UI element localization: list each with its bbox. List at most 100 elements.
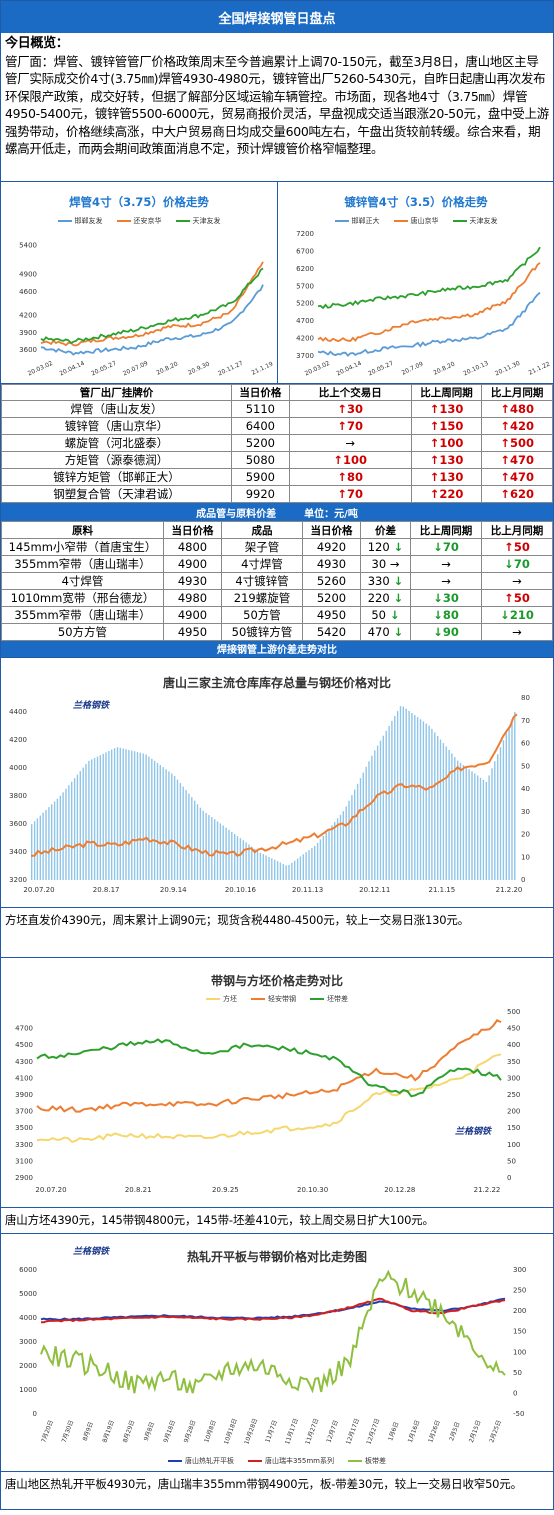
inventory-bar: [431, 728, 433, 880]
price-cell: 4800: [163, 537, 222, 556]
down-arrow-icon: ↓: [433, 607, 443, 622]
spread-value: 50: [371, 607, 386, 622]
inventory-chart: 唐山三家主流仓库库存总量与钢坯价格对比 兰格钢铁 3200 3400 3600 380…: [1, 656, 553, 907]
inventory-bar: [294, 860, 296, 880]
hotroll-line: [40, 1297, 506, 1321]
billet-price-line: [31, 713, 518, 857]
change-value: 50: [513, 590, 530, 605]
tick-label: 1000: [19, 1386, 37, 1394]
inventory-bar: [385, 730, 387, 880]
spread-cell: 220 ↓: [359, 588, 412, 607]
change-value: 70: [442, 539, 459, 554]
raw-material-cell: 4寸焊管: [1, 571, 164, 590]
inventory-bar: [319, 839, 322, 880]
tick-label: 8月9日: [82, 1421, 95, 1442]
change-cell: ↓210: [481, 605, 553, 624]
down-arrow-icon: ↓: [500, 607, 510, 622]
inventory-bar: [459, 762, 462, 880]
hotroll-strip-legend: 唐山热轧开平板 唐山瑞丰355mm系列 板带差: [1, 1456, 553, 1466]
galvanized-pipe-chart-plot: 3700 4200 4700 5200 5700 6200 6700 7200 20.03.02…: [296, 230, 551, 378]
price-cell: 4900: [163, 554, 222, 573]
product-name-cell: 焊管（唐山友发）: [1, 400, 232, 419]
change-value: 70: [347, 487, 364, 502]
tick-label: 3500: [15, 1124, 33, 1132]
price-trend-charts: 焊管4寸（3.75）价格走势 邯郸友发 还安京华 天津友发 3600 3900 42…: [1, 181, 553, 384]
intro-section: 今日概览： 管厂面：焊管、镀锌管管厂价格政策周末至今普遍累计上调70-150元，…: [1, 33, 553, 181]
inventory-bar: [122, 748, 124, 880]
inventory-bar: [351, 794, 353, 880]
hotroll-strip-chart-title: 热轧开平板与带钢价格对比走势图: [186, 1249, 367, 1264]
intro-body: 管厂面：焊管、镀锌管管厂价格政策周末至今普遍累计上调70-150元，截至3月8日…: [5, 53, 549, 157]
price-cell: 4930: [163, 571, 222, 590]
inventory-bar: [382, 735, 384, 880]
tick-label: 3700: [296, 352, 314, 360]
legend-item: 唐山京华: [393, 216, 439, 226]
inventory-bar: [142, 753, 144, 880]
legend-item: 天津友发: [452, 216, 498, 226]
inventory-bar: [502, 739, 505, 880]
inventory-bar: [62, 792, 64, 880]
galvanized-pipe-chart-legend: 邯郸正大 唐山京华 天津友发: [278, 216, 554, 226]
strip-line: [41, 1297, 506, 1323]
tick-label: 2月5日: [448, 1421, 461, 1442]
tick-label: 3600: [19, 346, 37, 354]
inventory-bar: [428, 725, 430, 880]
tick-label: 21.1.15: [428, 886, 455, 894]
weld-pipe-chart-plot: 3600 3900 4200 4600 4900 5400 20.03.02 20.04.14…: [19, 242, 274, 378]
inventory-bar: [205, 812, 207, 880]
tick-label: 150: [513, 1327, 526, 1335]
strip-billet-legend: 方坯 轻安带钢 坯带差: [1, 994, 553, 1004]
up-arrow-icon: ↑: [500, 470, 510, 485]
col-header: 比上个交易日: [288, 383, 412, 402]
tick-label: 3800: [9, 792, 27, 800]
tick-label: 0: [507, 1174, 511, 1182]
tick-label: 4200: [296, 335, 314, 343]
tick-label: 10: [521, 853, 530, 861]
down-arrow-icon: ↓: [389, 539, 404, 554]
inventory-bar: [234, 833, 236, 880]
tick-label: 20.10.13: [462, 360, 489, 378]
inventory-bar: [399, 705, 402, 880]
change-cell: ↓70: [410, 537, 482, 556]
raw-material-cell: 355mm窄带（唐山瑞丰）: [1, 605, 164, 624]
tick-label: 20: [521, 830, 530, 838]
inventory-bar: [396, 710, 399, 880]
tick-label: 2000: [19, 1362, 37, 1370]
change-cell: ↑470: [481, 451, 553, 470]
tick-label: 12月17日: [345, 1417, 361, 1445]
inventory-bar: [494, 761, 496, 880]
change-cell: ↓70: [481, 554, 553, 573]
col-header: 比上周同期: [410, 521, 482, 539]
weld-pipe-chart: 焊管4寸（3.75）价格走势 邯郸友发 还安京华 天津友发 3600 3900 42…: [1, 182, 277, 383]
inventory-bar: [88, 760, 90, 880]
tick-label: 5700: [296, 282, 314, 290]
hotroll-strip-chart: 兰格钢铁 热轧开平板与带钢价格对比走势图 0 1000 2000 3000 4000 50…: [1, 1232, 553, 1471]
change-value: 420: [509, 419, 534, 434]
inventory-bar: [316, 842, 319, 880]
inventory-bar: [51, 804, 53, 880]
price-cell: 5900: [231, 468, 290, 487]
tick-label: 12月27日: [365, 1417, 381, 1445]
up-arrow-icon: ↑: [429, 419, 440, 434]
tick-label: 3400: [9, 848, 27, 856]
table-row: 钢塑复合管（天津君诚） 9920 ↑70 ↑220 ↑620: [1, 485, 553, 504]
tick-label: 20.9.14: [160, 886, 187, 894]
up-arrow-icon: ↑: [429, 487, 440, 502]
inventory-bar: [45, 809, 47, 880]
product-name-cell: 镀锌管（唐山京华）: [1, 417, 232, 436]
strip-billet-caption: 唐山方坯4390元，145带钢4800元，145带-坯差410元，较上周交易日扩…: [1, 1206, 553, 1233]
tick-label: 6000: [19, 1266, 37, 1274]
spread-cell: 30 →: [359, 554, 412, 573]
tick-label: 11月17日: [284, 1417, 300, 1445]
change-value: 130: [439, 453, 464, 468]
tick-label: 250: [513, 1286, 526, 1294]
product-cell: 219螺旋管: [220, 588, 303, 607]
inventory-bar: [451, 753, 453, 880]
tick-label: 20.11.27: [217, 360, 244, 378]
inventory-bar: [211, 816, 213, 880]
inventory-bar: [111, 749, 113, 880]
inventory-bar: [148, 756, 150, 880]
spread-value: 30: [371, 556, 387, 571]
table-row: 1010mm宽带（邢台德龙） 4980 219螺旋管 5200 220 ↓ ↓30 ↑50: [1, 588, 553, 607]
inventory-bar: [248, 844, 250, 880]
